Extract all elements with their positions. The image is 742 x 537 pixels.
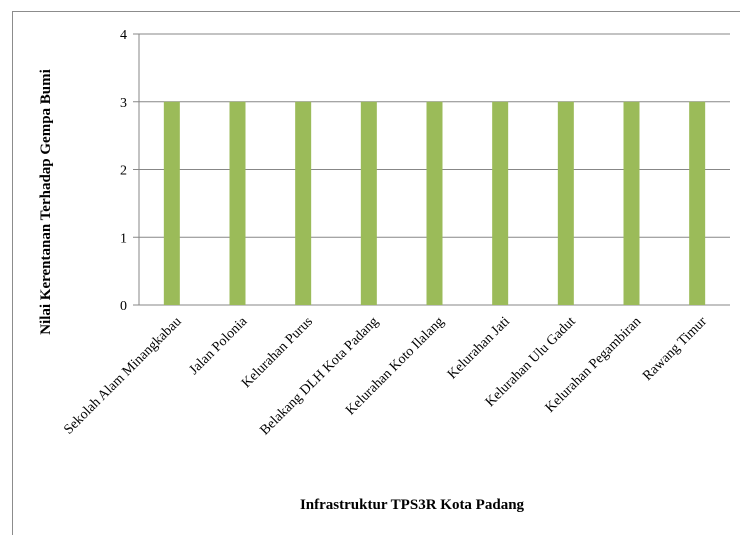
- x-tick-label: Sekolah Alam Minangkabau: [61, 314, 184, 437]
- x-tick-label: Jalan Polonia: [187, 314, 251, 378]
- bar: [229, 101, 246, 305]
- bar: [689, 101, 706, 305]
- x-tick-label: Rawang Timur: [640, 314, 710, 384]
- x-tick-label: Belakang DLH Kota Padang: [258, 314, 382, 438]
- y-tick-label: 4: [120, 28, 127, 43]
- bar: [623, 101, 640, 305]
- y-tick-label: 1: [120, 231, 127, 246]
- bar: [360, 101, 377, 305]
- x-tick-label: Kelurahan Jati: [445, 314, 513, 382]
- bar: [492, 101, 509, 305]
- bar: [557, 101, 574, 305]
- y-tick-labels: 0 1 2 3 4: [120, 28, 127, 314]
- chart-frame: [12, 11, 740, 535]
- x-axis-title: Infrastruktur TPS3R Kota Padang: [300, 497, 525, 513]
- x-tick-labels: Sekolah Alam Minangkabau Jalan Polonia Kel…: [61, 314, 710, 439]
- bar: [295, 101, 312, 305]
- bars: [163, 101, 706, 305]
- bar: [426, 101, 443, 305]
- bar: [163, 101, 180, 305]
- y-tick-label: 0: [120, 299, 127, 314]
- y-axis-title: Nilai Kerentanan Terhadap Gempa Bumi: [38, 69, 54, 335]
- y-tick-label: 2: [120, 164, 127, 179]
- y-tick-label: 3: [120, 96, 127, 111]
